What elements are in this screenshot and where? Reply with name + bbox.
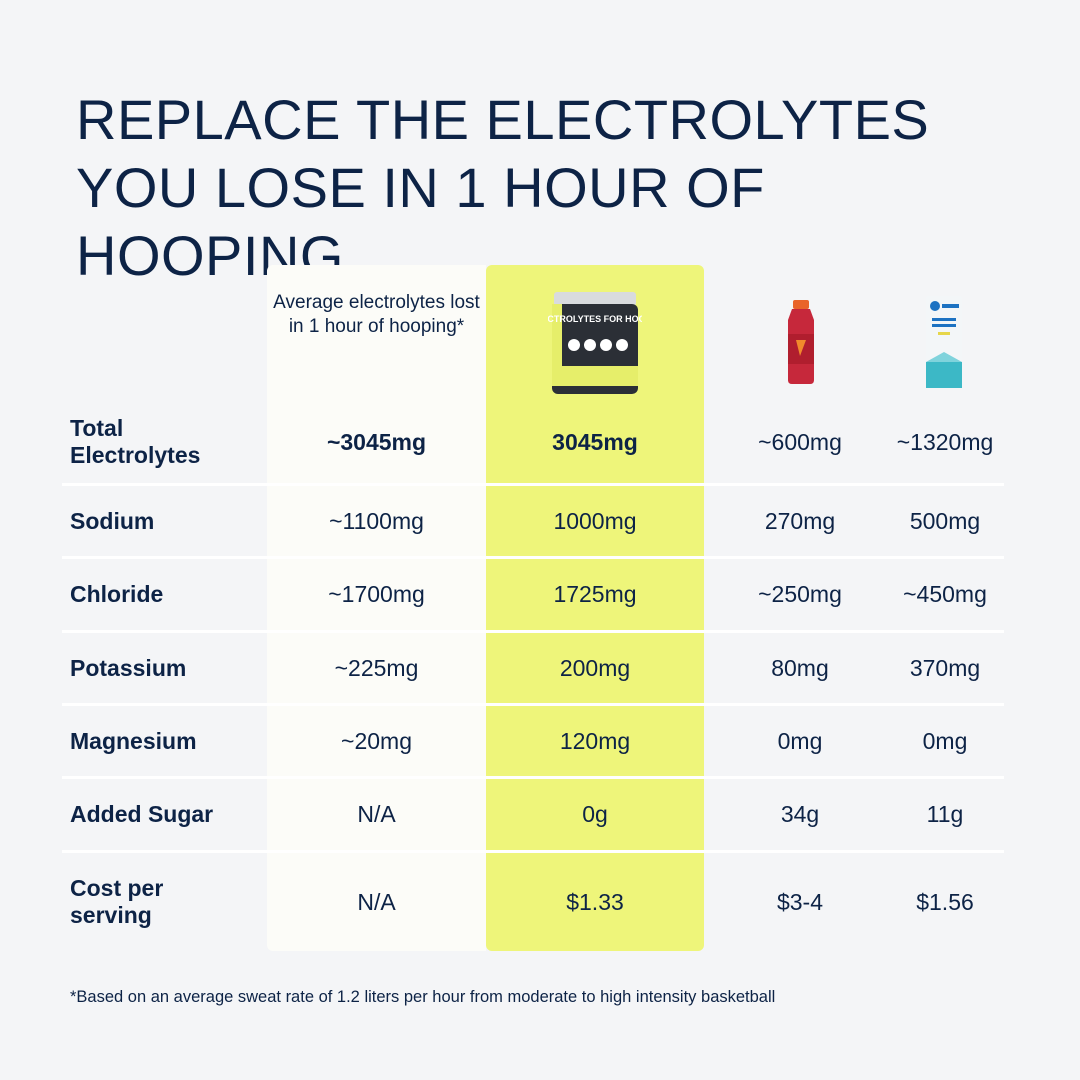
drink-mix-total: ~1320mg [896,428,994,455]
row-label-total-electrolytes: Total Electrolytes [70,415,201,468]
row-label-added-sugar: Added Sugar [70,801,214,827]
product-magnesium: 120mg [559,727,631,754]
row-label-chloride: Chloride [70,581,164,607]
average-magnesium: ~20mg [341,727,412,754]
row-label-sodium: Sodium [70,507,155,534]
row-label-cost-per-serving: Cost per serving [70,875,164,928]
sports-drink-cost: $3-4 [776,888,824,915]
page-title: REPLACE THE ELECTROLYTES YOU LOSE IN 1 H… [76,88,930,287]
drink-mix-sodium: 500mg [909,507,981,534]
product-total: 3045mg [552,428,638,455]
product-sodium: 1000mg [553,507,637,534]
drink-mix-potassium: 370mg [909,654,981,681]
row-divider [62,703,1004,706]
row-divider [62,483,1004,486]
drink-mix-chloride: ~450mg [903,581,987,607]
product-added-sugar: 0g [582,801,608,827]
average-chloride: ~1700mg [328,581,425,607]
sports-drink-magnesium: 0mg [777,727,823,754]
sports-drink-bottle-image [788,300,814,384]
average-column-header: Average electrolytes lost in 1 hour of h… [273,292,480,337]
row-label-potassium: Potassium [70,654,187,681]
sports-drink-potassium: 80mg [771,654,829,681]
average-total: ~3045mg [326,428,427,455]
average-potassium: ~225mg [334,654,419,681]
product-potassium: 200mg [559,654,631,681]
row-label-magnesium: Magnesium [70,727,197,754]
drink-mix-stick-image [926,296,962,388]
electrolyte-tub-image: ELECTROLYTES FOR HOOPERS [548,292,642,394]
average-added-sugar: N/A [357,801,396,827]
row-divider [62,776,1004,779]
row-divider [62,630,1004,633]
sports-drink-chloride: ~250mg [758,581,842,607]
row-divider [62,850,1004,853]
average-cost: N/A [357,888,396,915]
drink-mix-magnesium: 0mg [922,727,968,754]
average-column-background [267,265,486,951]
average-sodium: ~1100mg [329,507,424,534]
row-divider [62,556,1004,559]
footnote: *Based on an average sweat rate of 1.2 l… [70,988,776,1006]
product-chloride: 1725mg [553,581,637,607]
drink-mix-added-sugar: 11g [926,801,964,827]
tub-label: ELECTROLYTES FOR HOOPERS [548,314,642,324]
sports-drink-sodium: 270mg [764,507,836,534]
product-cost: $1.33 [566,888,624,915]
sports-drink-total: ~600mg [758,428,842,455]
sports-drink-added-sugar: 34g [780,801,820,827]
drink-mix-cost: $1.56 [916,888,974,915]
